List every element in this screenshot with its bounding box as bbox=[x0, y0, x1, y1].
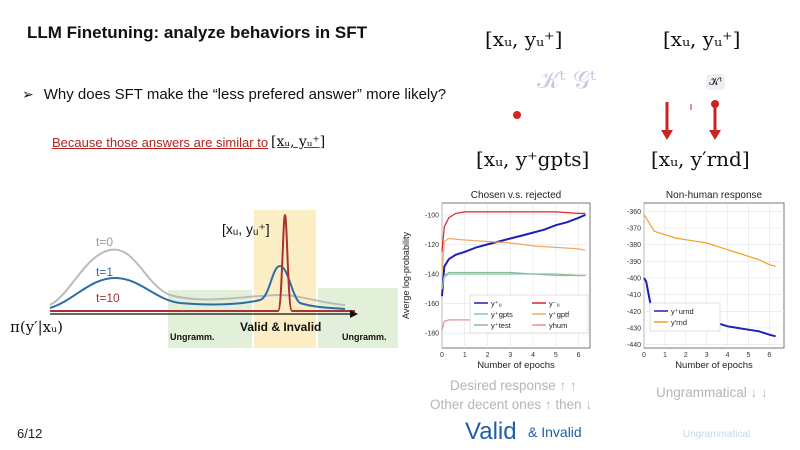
x-tick-label: 4 bbox=[531, 352, 535, 359]
x-tick-label: 3 bbox=[508, 352, 512, 359]
interaction-arrows bbox=[513, 100, 721, 140]
top-left-math: [xᵤ, yᵤ⁺] bbox=[485, 27, 563, 51]
y-tick-label: -360 bbox=[627, 209, 641, 216]
because-math: [xᵤ, yᵤ⁺] bbox=[271, 134, 326, 150]
because-line: Because those answers are similar to [xᵤ… bbox=[52, 134, 325, 150]
legend-entry: y⁺test bbox=[491, 321, 512, 330]
series-line-1 bbox=[643, 214, 776, 267]
caption-valid: Valid bbox=[465, 418, 517, 445]
x-tick-label: 5 bbox=[747, 352, 751, 359]
caption-invalid: & Invalid bbox=[528, 424, 582, 440]
x-tick-label: 1 bbox=[463, 352, 467, 359]
x-tick-label: 1 bbox=[663, 352, 667, 359]
x-tick-label: 4 bbox=[726, 352, 730, 359]
legend-box bbox=[469, 294, 589, 334]
series-line-4 bbox=[441, 271, 586, 289]
y-tick-label: -140 bbox=[425, 272, 439, 279]
region-left-label: Ungramm. bbox=[170, 332, 215, 342]
x-tick-label: 2 bbox=[486, 352, 490, 359]
y-tick-label: -420 bbox=[627, 309, 641, 316]
pi-label: π(y′|xᵤ) bbox=[10, 318, 63, 336]
region-mid-label: Valid & Invalid bbox=[240, 320, 321, 334]
y-tick-label: -410 bbox=[627, 292, 641, 299]
x-axis-arrow-icon bbox=[350, 310, 358, 318]
kernel-labels: 𝒦ᵗ 𝒢ᵗ bbox=[537, 66, 596, 94]
series-line-3 bbox=[441, 237, 586, 275]
region-right-ungramm bbox=[318, 288, 398, 348]
caption-other: Other decent ones ↑ then ↓ bbox=[430, 397, 593, 412]
y-tick-label: -440 bbox=[627, 342, 641, 349]
distribution-diagram: t=0 t=1 t=10 [xᵤ, yᵤ⁺] Ungramm. Valid & … bbox=[49, 210, 398, 348]
slide-title: LLM Finetuning: analyze behaviors in SFT bbox=[27, 23, 368, 42]
curve-t10 bbox=[50, 213, 355, 312]
y-tick-label: -370 bbox=[627, 226, 641, 233]
chart-title: Non-human response bbox=[666, 190, 763, 201]
region-right-label: Ungramm. bbox=[342, 332, 387, 342]
y-tick-label: -430 bbox=[627, 326, 641, 333]
y-tick-label: -380 bbox=[627, 242, 641, 249]
legend-entry: y⁻ᵤ bbox=[549, 299, 560, 308]
bullet-question-text: Why does SFT make the “less prefered ans… bbox=[43, 86, 447, 103]
curve-t0 bbox=[49, 248, 346, 306]
chart-non-human: Non-human response -360 -370 -380 -390 -400 -4… bbox=[627, 190, 785, 371]
label-t0: t=0 bbox=[96, 235, 113, 249]
legend-entry: y⁺gpts bbox=[491, 310, 513, 319]
region-valid-invalid bbox=[254, 210, 316, 348]
y-tick-label: -120 bbox=[425, 242, 439, 249]
chart-title: Chosen v.s. rejected bbox=[471, 190, 561, 201]
x-axis-label: Number of epochs bbox=[477, 360, 555, 371]
legend-entry: y′rnd bbox=[671, 318, 687, 327]
caption-desired: Desired response ↑ ↑ bbox=[450, 378, 577, 393]
x-axis-label: Number of epochs bbox=[675, 360, 753, 371]
page-number: 6/12 bbox=[17, 426, 43, 441]
y-tick-label: -180 bbox=[425, 331, 439, 338]
x-tick-label: 0 bbox=[642, 352, 646, 359]
mid-right-math: [xᵤ, y′rnd] bbox=[651, 147, 750, 171]
caption-ungram-faded: Ungrammatical bbox=[683, 429, 751, 440]
bullet-question: ➢ Why does SFT make the “less prefered a… bbox=[22, 86, 446, 103]
series-line-0 bbox=[441, 213, 586, 297]
x-tick-label: 6 bbox=[767, 352, 771, 359]
kernel-small-label: 𝒦ᵗ bbox=[706, 74, 725, 90]
legend-box bbox=[649, 302, 721, 332]
y-tick-label: -100 bbox=[425, 212, 439, 219]
y-tick-label: -160 bbox=[425, 301, 439, 308]
top-right-math: [xᵤ, yᵤ⁺] bbox=[663, 27, 741, 51]
x-tick-label: 5 bbox=[554, 352, 558, 359]
y-tick-label: -390 bbox=[627, 259, 641, 266]
because-text: Because those answers are similar to bbox=[52, 134, 269, 150]
legend-entry: y⁺ᵤ bbox=[491, 299, 502, 308]
y-axis-label: Averge log-probability bbox=[401, 232, 411, 319]
x-tick-label: 2 bbox=[684, 352, 688, 359]
x-tick-label: 3 bbox=[705, 352, 709, 359]
legend-entry: y⁺gptf bbox=[549, 310, 570, 319]
series-line-2 bbox=[441, 273, 586, 289]
legend-entry: y⁺urnd bbox=[671, 307, 694, 316]
bracket-label: [xᵤ, yᵤ⁺] bbox=[222, 221, 270, 237]
y-tick-label: -400 bbox=[627, 276, 641, 283]
arrow-bullet-icon: ➢ bbox=[22, 86, 34, 102]
arrow-left-head-icon bbox=[661, 130, 673, 140]
label-t10: t=10 bbox=[96, 291, 120, 305]
chart-chosen-vs-rejected: Chosen v.s. rejected -100 -120 -140 -160 -180… bbox=[401, 190, 591, 371]
mid-left-math: [xᵤ, y⁺gpts] bbox=[476, 147, 590, 171]
caption-ungrammatical: Ungrammatical ↓ ↓ bbox=[656, 385, 768, 400]
x-tick-label: 0 bbox=[440, 352, 444, 359]
legend-entry: yhum bbox=[549, 321, 567, 330]
arrow-right-head-icon bbox=[709, 130, 721, 140]
series-line-1 bbox=[441, 211, 586, 252]
label-t1: t=1 bbox=[96, 265, 113, 279]
x-tick-label: 6 bbox=[577, 352, 581, 359]
curve-t1 bbox=[49, 264, 346, 310]
red-dot-icon bbox=[513, 111, 521, 119]
